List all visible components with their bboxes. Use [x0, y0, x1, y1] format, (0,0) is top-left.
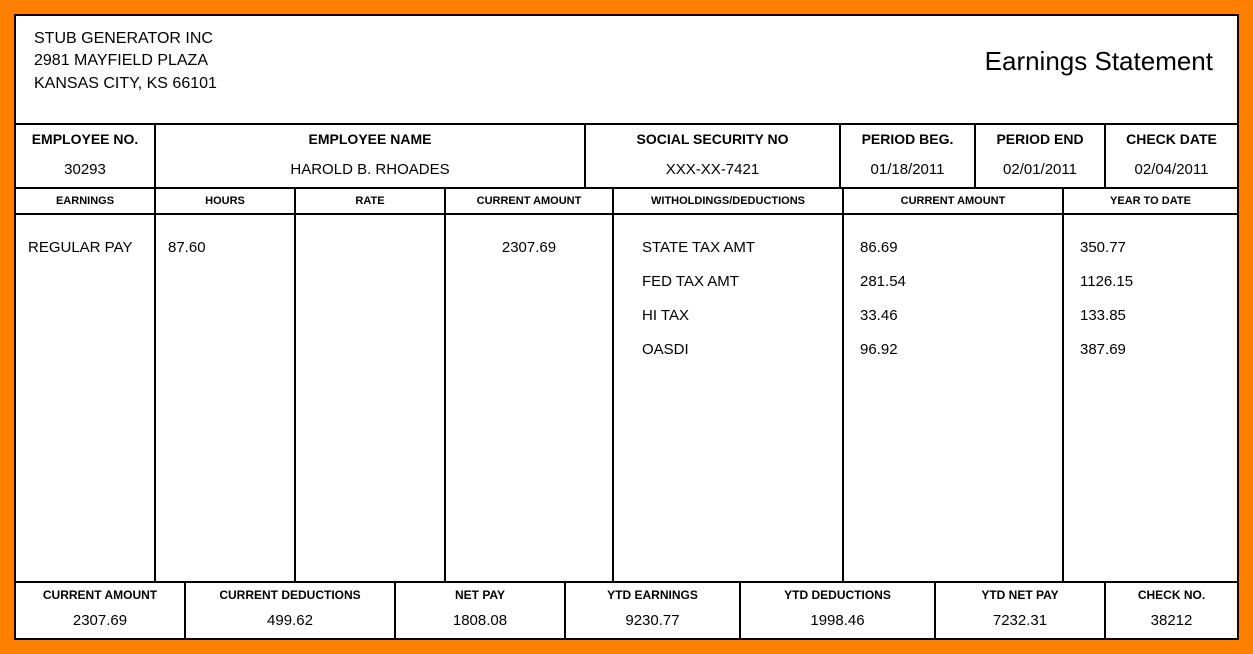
earnings-col: REGULAR PAY [16, 215, 156, 581]
summary-row: CURRENT AMOUNT 2307.69 CURRENT DEDUCTION… [14, 583, 1239, 640]
col-deductions: WITHOLDINGS/DEDUCTIONS [614, 189, 844, 213]
ded-cur-1: 281.54 [860, 273, 1050, 307]
check-date-label: CHECK DATE [1106, 131, 1237, 161]
ytd-col: 350.77 1126.15 133.85 387.69 [1064, 215, 1237, 581]
period-end-cell: PERIOD END 02/01/2011 [976, 125, 1106, 187]
statement-title: Earnings Statement [985, 46, 1219, 77]
deductions-col: STATE TAX AMT FED TAX AMT HI TAX OASDI [614, 215, 844, 581]
ssn-label: SOCIAL SECURITY NO [586, 131, 839, 161]
ded-ytd-1: 1126.15 [1080, 273, 1225, 307]
column-header-row: EARNINGS HOURS RATE CURRENT AMOUNT WITHO… [14, 189, 1239, 215]
sum-current-amount-label: CURRENT AMOUNT [16, 588, 184, 612]
sum-current-deductions-label: CURRENT DEDUCTIONS [186, 588, 394, 612]
emp-no-cell: EMPLOYEE NO. 30293 [16, 125, 156, 187]
pay-stub: STUB GENERATOR INC 2981 MAYFIELD PLAZA K… [14, 14, 1239, 640]
col-hours: HOURS [156, 189, 296, 213]
emp-no-label: EMPLOYEE NO. [16, 131, 154, 161]
ded-ytd-3: 387.69 [1080, 341, 1225, 375]
period-end-label: PERIOD END [976, 131, 1104, 161]
earnings-hours: 87.60 [168, 239, 282, 273]
ded-current-col: 86.69 281.54 33.46 96.92 [844, 215, 1064, 581]
sum-check-no: CHECK NO. 38212 [1106, 583, 1237, 638]
ded-desc-2: HI TAX [642, 307, 830, 341]
sum-net-pay-label: NET PAY [396, 588, 564, 612]
ded-cur-2: 33.46 [860, 307, 1050, 341]
sum-ytd-deductions: YTD DEDUCTIONS 1998.46 [741, 583, 936, 638]
sum-check-no-label: CHECK NO. [1106, 588, 1237, 612]
ded-cur-3: 96.92 [860, 341, 1050, 375]
sum-current-deductions: CURRENT DEDUCTIONS 499.62 [186, 583, 396, 638]
earnings-desc: REGULAR PAY [28, 239, 142, 273]
employee-info-row: EMPLOYEE NO. 30293 EMPLOYEE NAME HAROLD … [14, 125, 1239, 189]
period-end-value: 02/01/2011 [1003, 161, 1077, 178]
header: STUB GENERATOR INC 2981 MAYFIELD PLAZA K… [14, 14, 1239, 125]
sum-ytd-earnings-value: 9230.77 [625, 612, 679, 629]
emp-no-value: 30293 [64, 161, 106, 178]
sum-ytd-net-pay: YTD NET PAY 7232.31 [936, 583, 1106, 638]
emp-name-value: HAROLD B. RHOADES [290, 161, 449, 178]
ded-desc-0: STATE TAX AMT [642, 239, 830, 273]
company-block: STUB GENERATOR INC 2981 MAYFIELD PLAZA K… [34, 28, 217, 95]
check-date-value: 02/04/2011 [1135, 161, 1209, 178]
ded-ytd-2: 133.85 [1080, 307, 1225, 341]
company-name: STUB GENERATOR INC [34, 28, 217, 50]
body-section: REGULAR PAY 87.60 2307.69 STATE TAX AMT … [14, 215, 1239, 583]
col-current-amount: CURRENT AMOUNT [446, 189, 614, 213]
company-addr1: 2981 MAYFIELD PLAZA [34, 50, 217, 72]
col-ytd: YEAR TO DATE [1064, 189, 1237, 213]
ded-desc-1: FED TAX AMT [642, 273, 830, 307]
check-date-cell: CHECK DATE 02/04/2011 [1106, 125, 1237, 187]
earnings-amount: 2307.69 [458, 239, 600, 273]
col-ded-current: CURRENT AMOUNT [844, 189, 1064, 213]
period-beg-value: 01/18/2011 [871, 161, 945, 178]
sum-net-pay-value: 1808.08 [453, 612, 507, 629]
sum-ytd-earnings: YTD EARNINGS 9230.77 [566, 583, 741, 638]
period-beg-label: PERIOD BEG. [841, 131, 974, 161]
earnings-rate [308, 239, 432, 273]
sum-ytd-earnings-label: YTD EARNINGS [566, 588, 739, 612]
ded-desc-3: OASDI [642, 341, 830, 375]
sum-current-amount-value: 2307.69 [73, 612, 127, 629]
rate-col [296, 215, 446, 581]
period-beg-cell: PERIOD BEG. 01/18/2011 [841, 125, 976, 187]
sum-ytd-deductions-label: YTD DEDUCTIONS [741, 588, 934, 612]
sum-ytd-deductions-value: 1998.46 [810, 612, 864, 629]
sum-check-no-value: 38212 [1151, 612, 1193, 629]
col-rate: RATE [296, 189, 446, 213]
ssn-value: XXX-XX-7421 [666, 161, 759, 178]
ssn-cell: SOCIAL SECURITY NO XXX-XX-7421 [586, 125, 841, 187]
ded-ytd-0: 350.77 [1080, 239, 1225, 273]
ded-cur-0: 86.69 [860, 239, 1050, 273]
sum-ytd-net-pay-value: 7232.31 [993, 612, 1047, 629]
emp-name-cell: EMPLOYEE NAME HAROLD B. RHOADES [156, 125, 586, 187]
sum-current-deductions-value: 499.62 [267, 612, 313, 629]
sum-ytd-net-pay-label: YTD NET PAY [936, 588, 1104, 612]
current-amount-col: 2307.69 [446, 215, 614, 581]
hours-col: 87.60 [156, 215, 296, 581]
col-earnings: EARNINGS [16, 189, 156, 213]
company-addr2: KANSAS CITY, KS 66101 [34, 73, 217, 95]
emp-name-label: EMPLOYEE NAME [156, 131, 584, 161]
sum-net-pay: NET PAY 1808.08 [396, 583, 566, 638]
sum-current-amount: CURRENT AMOUNT 2307.69 [16, 583, 186, 638]
